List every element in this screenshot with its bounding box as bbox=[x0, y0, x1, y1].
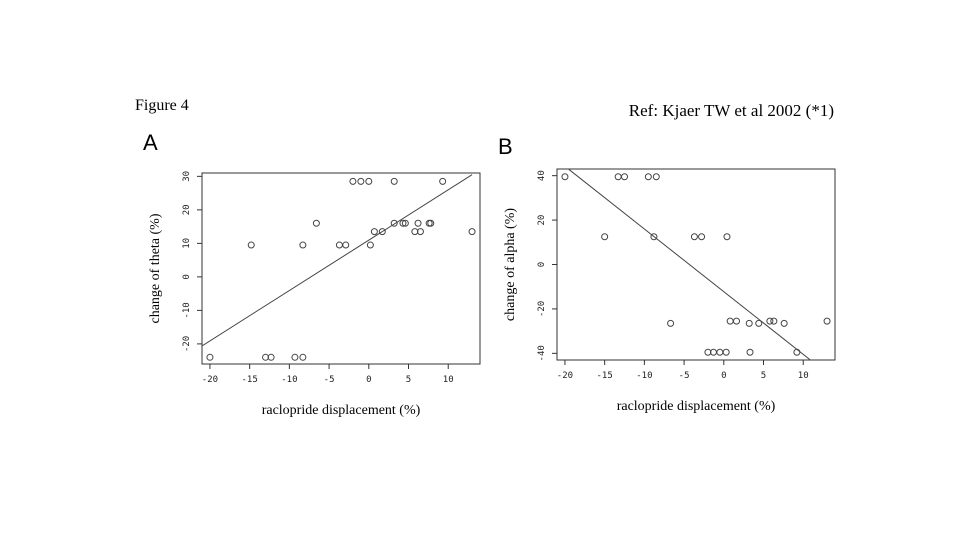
panel-b-x-tick-label: -5 bbox=[679, 371, 690, 381]
panel-b-x-tick-label: 0 bbox=[721, 371, 726, 381]
panel-a-data-point bbox=[342, 241, 350, 249]
panel-a-data-point bbox=[427, 219, 435, 227]
panel-a-plot-frame bbox=[201, 172, 481, 365]
panel-b-x-axis-title: raclopride displacement (%) bbox=[617, 399, 776, 414]
panel-b-y-tick-label: 0 bbox=[537, 262, 547, 267]
panel-b-y-tick-label: 40 bbox=[537, 170, 547, 181]
panel-b-data-point bbox=[621, 173, 629, 181]
panel-a-x-tick-label: -20 bbox=[202, 375, 218, 385]
panel-b-data-point bbox=[726, 317, 734, 325]
panel-b-x-tick-label: -20 bbox=[557, 371, 573, 381]
panel-b-data-point bbox=[614, 173, 622, 181]
panel-a-data-point bbox=[247, 241, 255, 249]
panel-a-data-point bbox=[390, 219, 398, 227]
panel-b-data-point bbox=[667, 319, 675, 327]
panel-a-data-point bbox=[349, 177, 357, 185]
panel-a-data-point bbox=[414, 219, 422, 227]
panel-b-data-point bbox=[770, 317, 778, 325]
panel-a-data-point bbox=[439, 177, 447, 185]
panel-b-data-point bbox=[698, 233, 706, 241]
panel-a-x-tick-label: -10 bbox=[281, 375, 297, 385]
panel-b-plot-frame bbox=[556, 168, 836, 361]
panel-b-x-tick-label: 10 bbox=[798, 371, 809, 381]
panel-a-data-point bbox=[299, 353, 307, 361]
panel-a-x-tick-label: -15 bbox=[242, 375, 258, 385]
panel-b-data-point bbox=[561, 173, 569, 181]
panel-a-data-point bbox=[468, 228, 476, 236]
panel-a-y-tick-label: -10 bbox=[182, 302, 192, 318]
panel-a-x-tick-label: 5 bbox=[406, 375, 411, 385]
panel-b-data-point bbox=[716, 348, 724, 356]
panel-a-data-point bbox=[357, 177, 365, 185]
panel-b-data-point bbox=[650, 233, 658, 241]
panel-a-letter: A bbox=[143, 130, 158, 155]
panel-a-data-point bbox=[370, 228, 378, 236]
panel-a-data-point bbox=[312, 219, 320, 227]
panel-b-y-tick-label: 20 bbox=[537, 215, 547, 226]
panel-b-data-point bbox=[793, 348, 801, 356]
panel-a-x-axis-title: raclopride displacement (%) bbox=[262, 403, 421, 418]
reference-text: Ref: Kjaer TW et al 2002 (*1) bbox=[628, 101, 834, 120]
panel-a-data-point bbox=[390, 177, 398, 185]
panel-a-x-tick-label: 0 bbox=[366, 375, 371, 385]
figure-label: Figure 4 bbox=[135, 97, 189, 114]
panel-b-data-point bbox=[823, 317, 831, 325]
panel-b-data-point bbox=[746, 348, 754, 356]
panel-a-data-point bbox=[291, 353, 299, 361]
panel-a-regression-line bbox=[202, 174, 473, 347]
panel-b-data-point bbox=[723, 233, 731, 241]
panel-a-data-point bbox=[366, 241, 374, 249]
panel-b-x-tick-label: -10 bbox=[636, 371, 652, 381]
panel-b-data-point bbox=[722, 348, 730, 356]
panel-b-y-tick-label: -40 bbox=[537, 345, 547, 361]
panel-a-y-tick-label: 20 bbox=[182, 204, 192, 215]
panel-a-data-point bbox=[365, 177, 373, 185]
panel-b-data-point bbox=[780, 319, 788, 327]
panel-a-y-tick-label: 0 bbox=[182, 274, 192, 279]
panel-b-data-point bbox=[601, 233, 609, 241]
panel-b-data-point bbox=[644, 173, 652, 181]
panel-a-data-point bbox=[206, 353, 214, 361]
panel-b-data-point bbox=[755, 319, 763, 327]
panel-b-regression-line bbox=[568, 169, 811, 360]
panel-b-data-point bbox=[766, 317, 774, 325]
panel-a-y-tick-label: 30 bbox=[182, 171, 192, 182]
panel-a-data-point bbox=[399, 219, 407, 227]
panel-b-data-point bbox=[745, 319, 753, 327]
panel-a-data-point bbox=[378, 228, 386, 236]
panel-a-x-tick-label: 10 bbox=[443, 375, 454, 385]
panel-a-data-point bbox=[416, 228, 424, 236]
panel-b-data-point bbox=[733, 317, 741, 325]
panel-a-data-point bbox=[401, 219, 409, 227]
panel-a-data-point bbox=[299, 241, 307, 249]
panel-b-y-axis-title: change of alpha (%) bbox=[503, 208, 518, 321]
panel-a-data-point bbox=[267, 353, 275, 361]
panel-a-y-tick-label: 10 bbox=[182, 238, 192, 249]
panel-b-x-tick-label: -15 bbox=[597, 371, 613, 381]
panel-b-letter: B bbox=[498, 134, 513, 159]
panel-a-x-tick-label: -5 bbox=[324, 375, 335, 385]
panel-a-y-tick-label: -20 bbox=[182, 336, 192, 352]
panel-b-data-point bbox=[690, 233, 698, 241]
panel-b-x-tick-label: 5 bbox=[761, 371, 766, 381]
panel-b-y-tick-label: -20 bbox=[537, 301, 547, 317]
panel-a-y-axis-title: change of theta (%) bbox=[148, 213, 163, 323]
panel-b-data-point bbox=[652, 173, 660, 181]
